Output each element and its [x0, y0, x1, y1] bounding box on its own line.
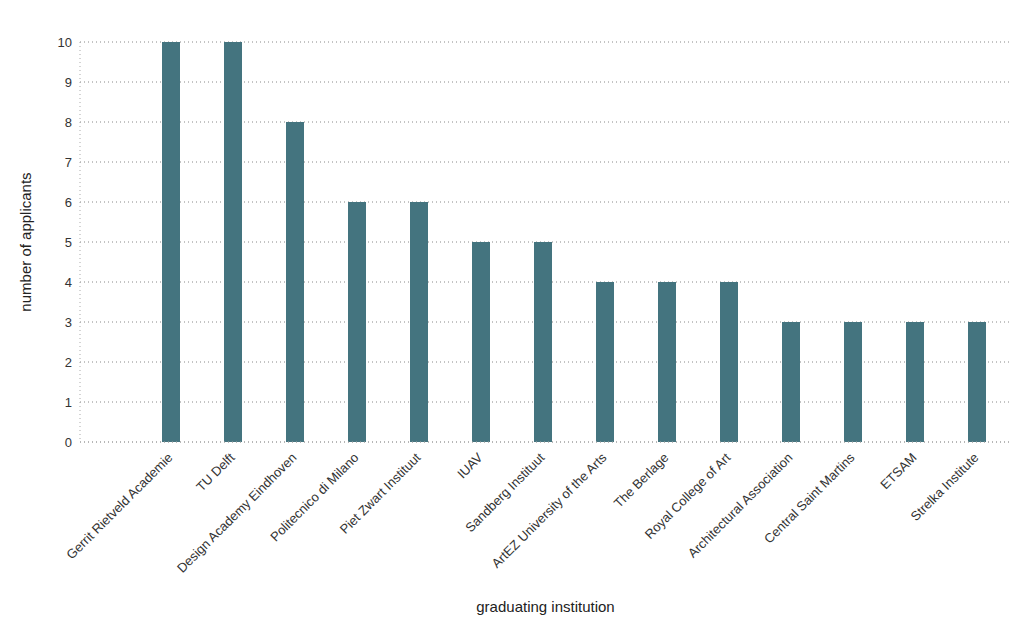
- svg-text:IUAV: IUAV: [454, 450, 486, 482]
- svg-text:0: 0: [65, 435, 72, 450]
- svg-text:6: 6: [65, 195, 72, 210]
- svg-text:Sandberg Instituut: Sandberg Instituut: [462, 449, 548, 536]
- svg-text:3: 3: [65, 315, 72, 330]
- svg-text:9: 9: [65, 75, 72, 90]
- svg-text:Design Academy Eindhoven: Design Academy Eindhoven: [174, 450, 300, 576]
- svg-text:Strelka Institute: Strelka Institute: [908, 450, 982, 524]
- svg-text:7: 7: [65, 155, 72, 170]
- svg-text:2: 2: [65, 355, 72, 370]
- svg-text:8: 8: [65, 115, 72, 130]
- svg-text:TU Delft: TU Delft: [193, 450, 238, 495]
- svg-text:Royal College of Art: Royal College of Art: [641, 449, 734, 542]
- svg-text:Gerrit Rietveld Academie: Gerrit Rietveld Academie: [63, 450, 175, 562]
- svg-text:10: 10: [58, 35, 72, 50]
- svg-text:graduating institution: graduating institution: [476, 598, 614, 615]
- svg-text:The Berlage: The Berlage: [611, 450, 672, 511]
- svg-text:ArtEZ University of the Arts: ArtEZ University of the Arts: [489, 450, 610, 571]
- svg-text:Piet Zwart Instituut: Piet Zwart Instituut: [337, 450, 424, 537]
- svg-text:number of applicants: number of applicants: [17, 172, 34, 311]
- svg-text:Architectural Association: Architectural Association: [685, 450, 796, 561]
- svg-text:ETSAM: ETSAM: [877, 450, 919, 492]
- svg-text:1: 1: [65, 395, 72, 410]
- svg-text:5: 5: [65, 235, 72, 250]
- svg-text:4: 4: [65, 275, 72, 290]
- svg-text:Central Saint Martins: Central Saint Martins: [761, 450, 858, 547]
- svg-text:Politecnico di Milano: Politecnico di Milano: [267, 449, 362, 545]
